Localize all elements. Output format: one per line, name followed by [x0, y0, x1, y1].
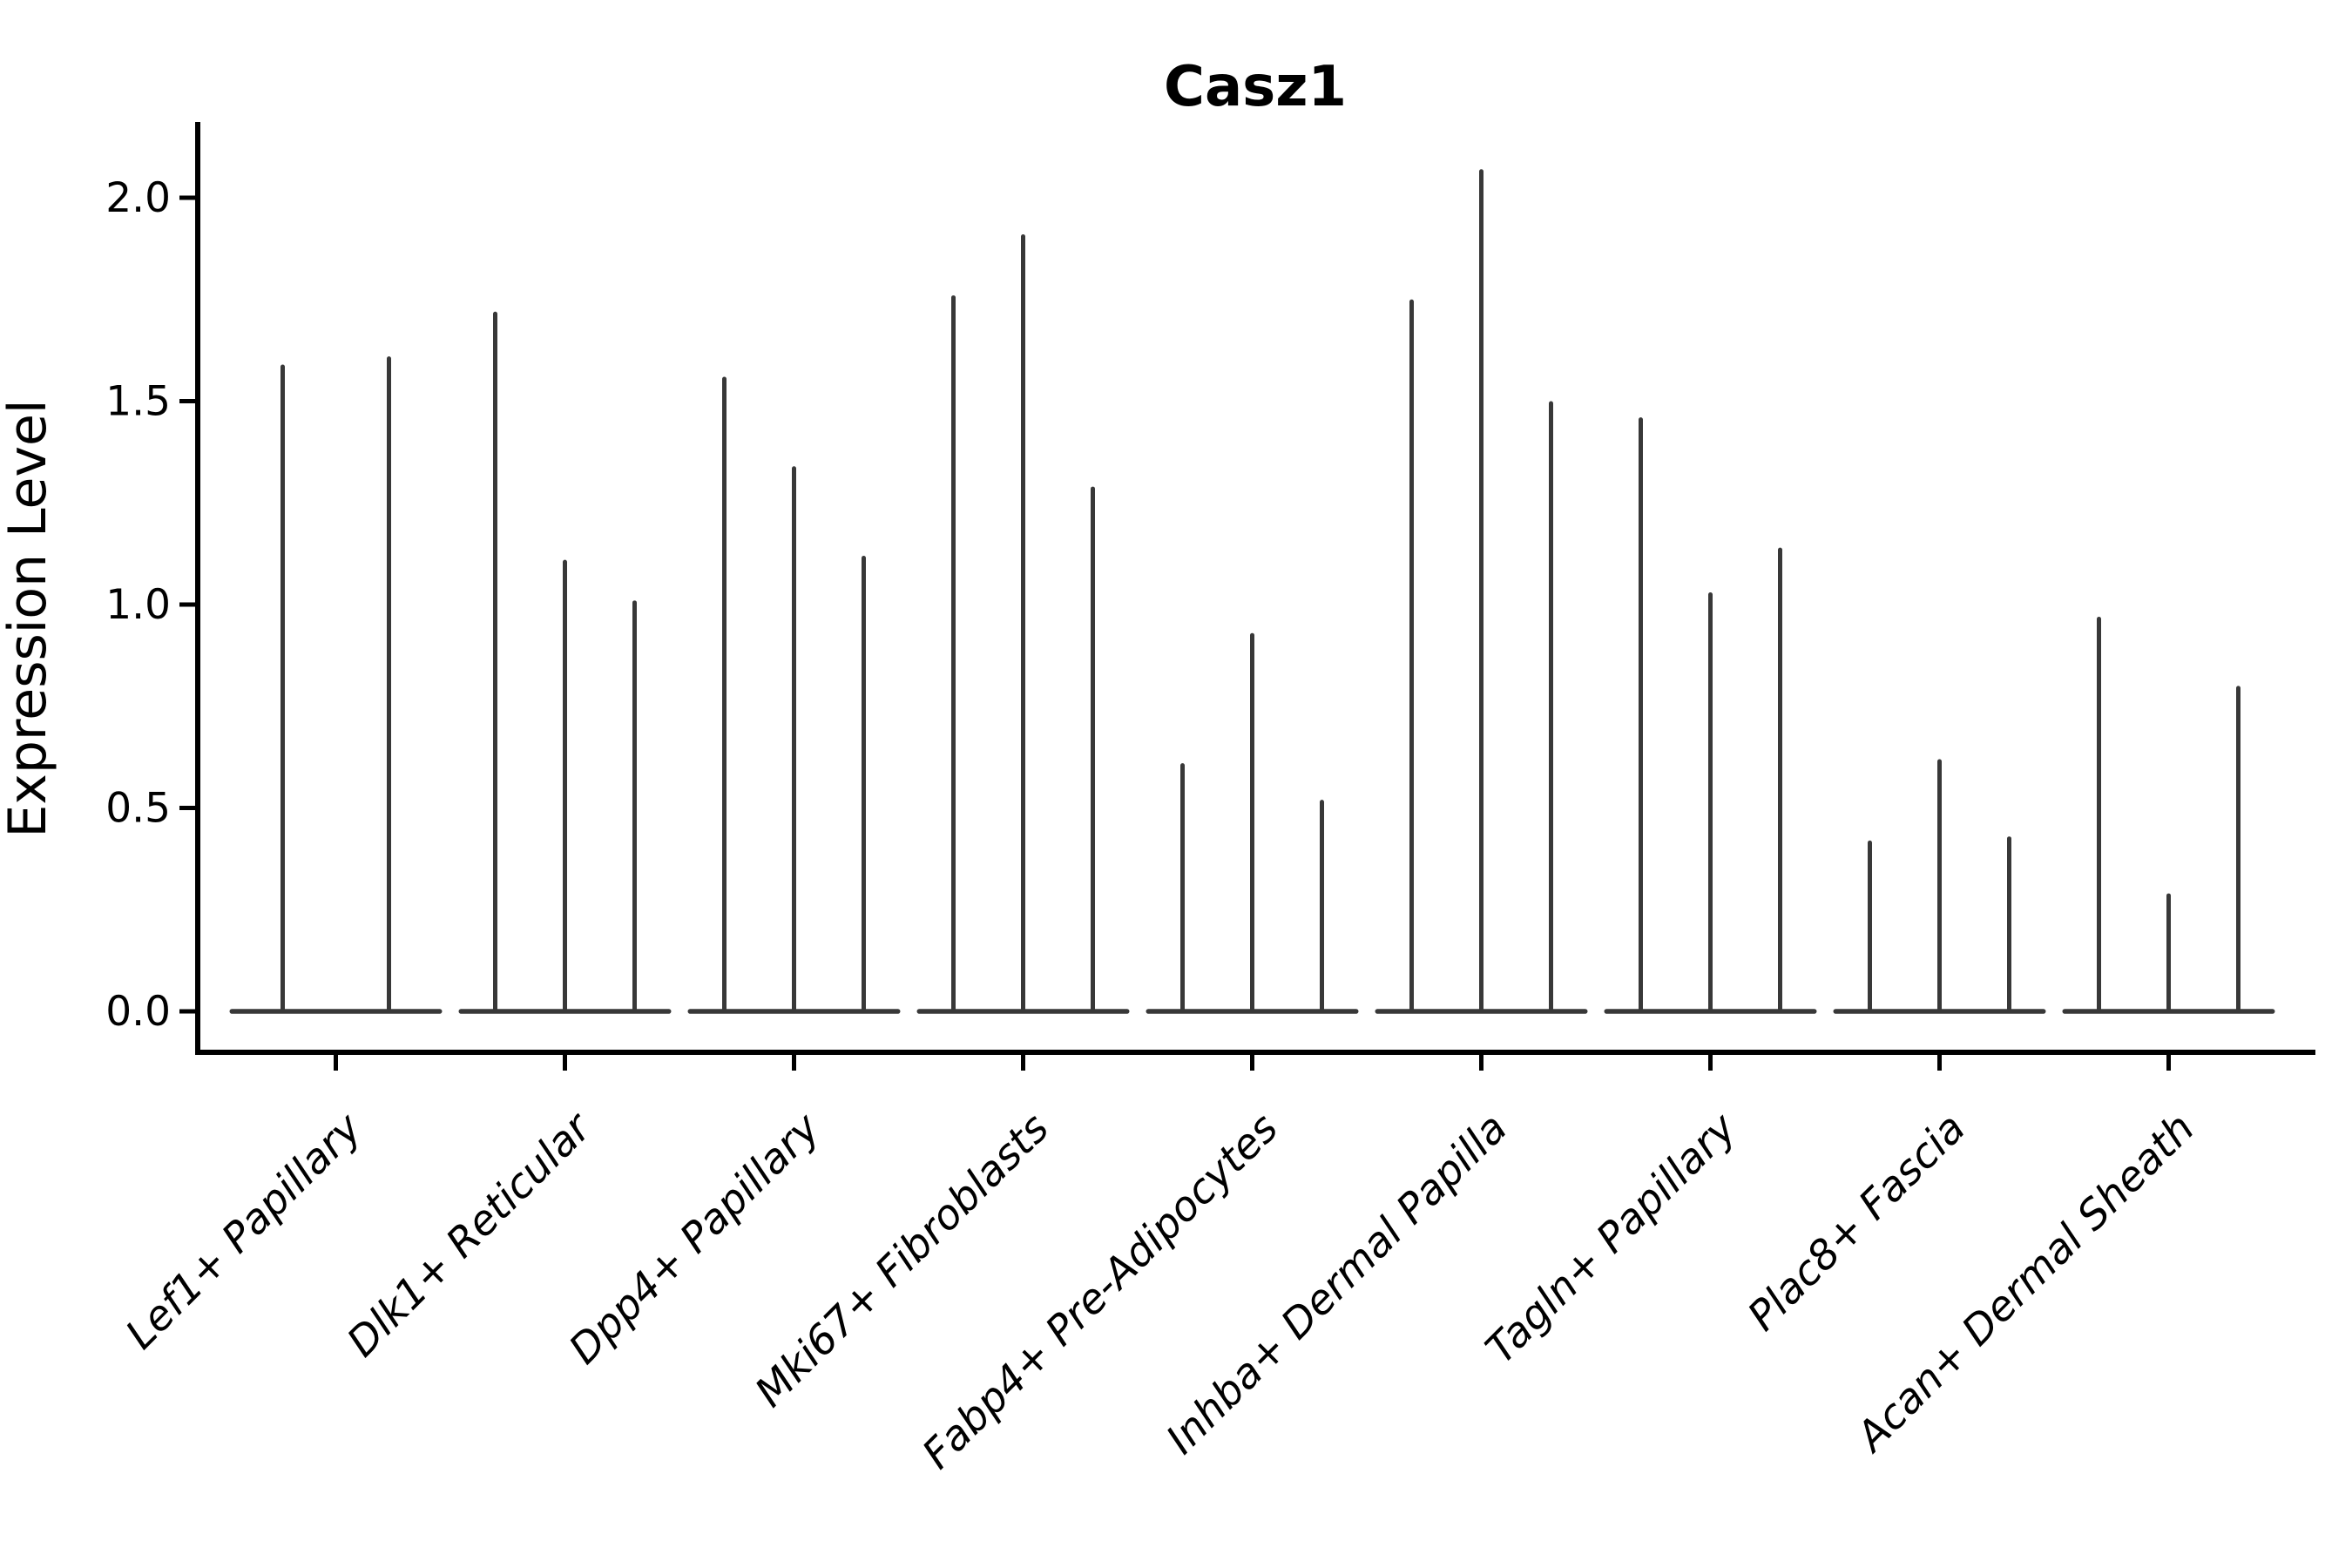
violin-needle: [1091, 486, 1095, 1013]
violin-needle: [1639, 417, 1643, 1013]
x-tick-label: Lef1+ Papillary: [117, 1104, 372, 1359]
violin-layer: [229, 169, 2275, 1014]
violin-needle: [1250, 632, 1254, 1013]
violin-needle: [862, 555, 866, 1013]
x-tick-label: Plac8+ Fascia: [1739, 1105, 1975, 1341]
y-tick-label: 1.5: [105, 378, 171, 426]
x-tick-mark: [2166, 1055, 2171, 1071]
violin-needle: [1778, 547, 1782, 1013]
y-tick-mark: [179, 602, 195, 607]
x-tick-mark: [1250, 1055, 1254, 1071]
x-tick-label: Dpp4+ Papillary: [560, 1104, 830, 1374]
violin-needle: [632, 600, 637, 1013]
x-axis-spine: [195, 1050, 2315, 1055]
x-tick-mark: [334, 1055, 338, 1071]
violin-needle: [1549, 401, 1553, 1013]
violin-needle: [951, 295, 956, 1014]
violin-needle: [1320, 800, 1324, 1013]
y-tick-mark: [179, 806, 195, 810]
violin-needle: [563, 559, 567, 1013]
x-tick-label: Tagln+ Papillary: [1477, 1104, 1747, 1374]
y-tick-label: 1.0: [105, 581, 171, 629]
violin-needle: [2097, 617, 2101, 1013]
violin-needle: [1409, 299, 1414, 1013]
violin-needle: [722, 376, 727, 1014]
violin-needle: [2166, 893, 2171, 1013]
violin-base: [229, 1009, 443, 1014]
violin-needle: [1868, 840, 1872, 1013]
violin-needle: [1021, 234, 1025, 1013]
violin-needle: [2007, 836, 2011, 1013]
y-tick-label: 0.5: [105, 785, 171, 833]
y-tick-mark: [179, 195, 195, 200]
violin-needle: [2236, 686, 2240, 1013]
x-tick-mark: [792, 1055, 796, 1071]
y-axis-spine: [195, 122, 200, 1055]
violin-needle: [493, 311, 497, 1013]
x-tick-mark: [1937, 1055, 1942, 1071]
y-tick-label: 2.0: [105, 174, 171, 222]
x-tick-mark: [1708, 1055, 1713, 1071]
x-tick-label: Dlk1+ Reticular: [338, 1103, 602, 1367]
violin-needle: [1180, 763, 1185, 1013]
violin-needle: [1937, 759, 1942, 1013]
violin-needle: [1479, 169, 1484, 1013]
y-tick-mark: [179, 399, 195, 403]
x-tick-mark: [1021, 1055, 1025, 1071]
x-tick-mark: [563, 1055, 567, 1071]
y-axis-title: Expression Level: [0, 399, 58, 837]
violin-needle: [1708, 591, 1713, 1013]
violin-needle: [387, 356, 391, 1013]
chart-title: Casz1: [1164, 55, 1347, 119]
y-tick-label: 0.0: [105, 988, 171, 1036]
y-tick-mark: [179, 1009, 195, 1014]
violin-needle: [792, 466, 796, 1013]
violin-needle: [280, 364, 285, 1014]
x-tick-mark: [1479, 1055, 1484, 1071]
